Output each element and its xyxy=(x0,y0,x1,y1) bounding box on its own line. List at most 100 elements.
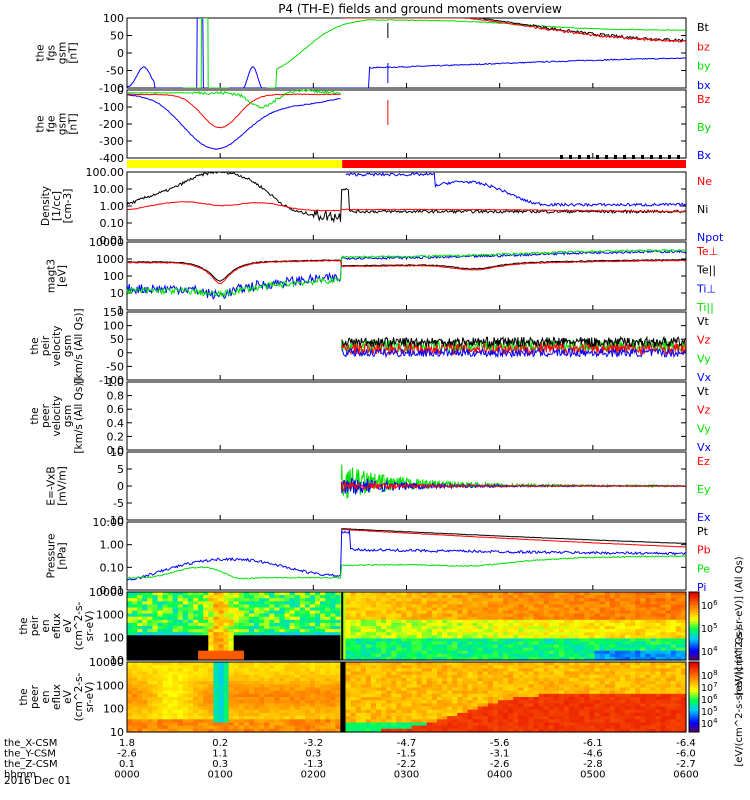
spectrogram-cell xyxy=(609,693,616,698)
spectrogram-cell xyxy=(370,719,377,724)
spectrogram-cell xyxy=(619,604,626,609)
legend-ti||: Ti|| xyxy=(696,301,714,314)
spectrogram-cell xyxy=(299,613,306,618)
spectrogram-cell xyxy=(162,598,169,602)
spectrogram-cell xyxy=(249,647,255,652)
spectrogram-cell xyxy=(462,668,469,673)
spectrogram-cell xyxy=(213,662,220,666)
spectrogram-cell xyxy=(137,709,143,714)
spectrogram-cell xyxy=(325,703,331,708)
spectrogram-cell xyxy=(472,671,479,676)
spectrogram-cell xyxy=(213,703,220,708)
plot-title: P4 (TH-E) fields and ground moments over… xyxy=(278,2,562,16)
spectrogram-cell xyxy=(457,690,463,695)
spectrogram-cell xyxy=(655,647,662,652)
spectrogram-cell xyxy=(472,635,479,639)
spectrogram-cell xyxy=(127,613,133,618)
spectrogram-cell xyxy=(213,610,220,615)
spectrogram-cell xyxy=(299,697,306,701)
spectrogram-cell xyxy=(528,681,535,685)
spectrogram-cell xyxy=(574,716,580,720)
spectrogram-cell xyxy=(518,690,524,695)
spectrogram-cell xyxy=(315,610,321,615)
mode-tick xyxy=(632,155,635,159)
spectrogram-cell xyxy=(665,632,672,636)
spectrogram-cell xyxy=(309,703,316,708)
spectrogram-cell xyxy=(264,613,270,618)
spectrogram-cell xyxy=(208,635,214,639)
spectrogram-cell xyxy=(553,709,560,714)
spectrogram-cell xyxy=(127,638,133,643)
spectrogram-cell xyxy=(553,684,560,689)
spectrogram-cell xyxy=(533,700,540,704)
spectrogram-cell xyxy=(523,722,530,727)
spectrogram-cell xyxy=(193,668,199,673)
spectrogram-cell xyxy=(193,604,199,609)
spectrogram-cell xyxy=(492,629,499,633)
spectrogram-cell xyxy=(421,622,428,627)
spectrogram-cell xyxy=(152,709,159,714)
spectrogram-cell xyxy=(528,728,535,733)
spectrogram-cell xyxy=(172,693,179,698)
spectrogram-cell xyxy=(442,706,448,711)
spectrogram-cell xyxy=(680,650,687,655)
spectrogram-cell xyxy=(350,690,357,695)
spectrogram-cell xyxy=(584,632,591,636)
spectrogram-cell xyxy=(188,722,194,727)
spectrogram-cell xyxy=(406,681,413,685)
spectrogram-cell xyxy=(635,613,641,618)
spectrogram-cell xyxy=(249,671,255,676)
spectrogram-cell xyxy=(254,641,260,646)
y-axis-label: the xyxy=(35,44,47,61)
y-axis-label: the xyxy=(18,688,30,705)
spectrogram-cell xyxy=(528,722,535,727)
spectrogram-cell xyxy=(442,626,448,630)
spectrogram-cell xyxy=(330,700,336,704)
spectrogram-cell xyxy=(396,592,402,596)
spectrogram-cell xyxy=(569,656,575,661)
spectrogram-cell xyxy=(518,598,524,602)
spectrogram-cell xyxy=(259,598,265,602)
spectrogram-cell xyxy=(543,687,550,692)
ey-trace xyxy=(340,464,686,499)
spectrogram-cell xyxy=(193,712,199,717)
spectrogram-cell xyxy=(198,632,204,636)
spectrogram-cell xyxy=(406,709,413,714)
spectrogram-cell xyxy=(594,607,601,612)
spectrogram-cell xyxy=(315,656,321,661)
spectrogram-cell xyxy=(579,662,585,666)
spectrogram-cell xyxy=(437,719,443,724)
spectrogram-cell xyxy=(477,653,484,658)
spectrogram-cell xyxy=(523,619,530,624)
spectrogram-cell xyxy=(152,700,159,704)
spectrogram-cell xyxy=(635,592,641,596)
spectrogram-cell xyxy=(518,613,524,618)
spectrogram-cell xyxy=(472,647,479,652)
spectrogram-cell xyxy=(533,665,540,669)
spectrogram-cell xyxy=(503,656,509,661)
spectrogram-cell xyxy=(254,728,260,733)
spectrogram-cell xyxy=(188,604,194,609)
spectrogram-cell xyxy=(508,728,514,733)
spectrogram-cell xyxy=(498,604,504,609)
spectrogram-cell xyxy=(492,662,499,666)
spectrogram-cell xyxy=(518,607,524,612)
spectrogram-cell xyxy=(127,592,133,596)
spectrogram-cell xyxy=(609,653,616,658)
spectrogram-cell xyxy=(340,712,347,717)
spectrogram-cell xyxy=(370,665,377,669)
spectrogram-cell xyxy=(376,607,382,612)
spectrogram-cell xyxy=(132,697,138,701)
spectrogram-cell xyxy=(172,653,179,658)
ne-trace xyxy=(127,201,686,213)
spectrogram-cell xyxy=(564,598,570,602)
spectrogram-cell xyxy=(396,613,402,618)
spectrogram-cell xyxy=(569,650,575,655)
spectrogram-cell xyxy=(523,610,530,615)
spectrogram-cell xyxy=(233,632,240,636)
spectrogram-cell xyxy=(635,626,641,630)
spectrogram-cell xyxy=(345,595,352,599)
spectrogram-cell xyxy=(452,613,458,618)
spectrogram-cell xyxy=(233,728,240,733)
spectrogram-cell xyxy=(640,641,646,646)
